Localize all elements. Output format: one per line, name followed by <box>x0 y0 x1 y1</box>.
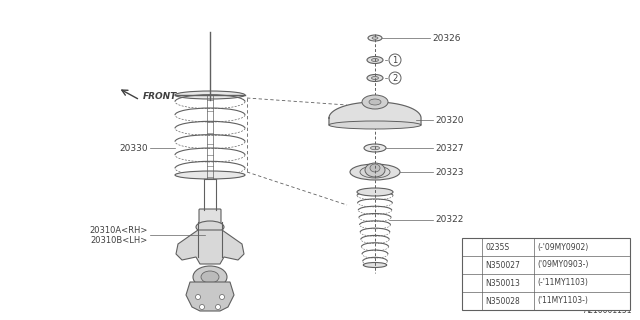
Ellipse shape <box>175 171 245 179</box>
Ellipse shape <box>360 166 390 178</box>
Text: 2: 2 <box>392 74 397 83</box>
Circle shape <box>389 72 401 84</box>
Text: (-'09MY0902): (-'09MY0902) <box>537 243 588 252</box>
Text: 2: 2 <box>470 287 474 297</box>
Text: N350013: N350013 <box>485 278 520 287</box>
Ellipse shape <box>371 59 378 61</box>
Text: 20310A<RH>: 20310A<RH> <box>90 226 148 235</box>
Text: ('11MY1103-): ('11MY1103-) <box>537 297 588 306</box>
Ellipse shape <box>372 37 378 39</box>
Ellipse shape <box>175 91 245 99</box>
Circle shape <box>195 294 200 300</box>
Circle shape <box>389 54 401 66</box>
Ellipse shape <box>201 271 219 283</box>
Text: 20327: 20327 <box>435 143 463 153</box>
Text: 20320: 20320 <box>435 116 463 124</box>
Polygon shape <box>186 282 234 311</box>
Text: N350028: N350028 <box>485 297 520 306</box>
Text: 0235S: 0235S <box>485 243 509 252</box>
Ellipse shape <box>369 99 381 105</box>
Circle shape <box>467 286 477 298</box>
Text: 1: 1 <box>392 55 397 65</box>
Polygon shape <box>176 230 244 264</box>
Ellipse shape <box>357 188 393 196</box>
Ellipse shape <box>368 35 382 41</box>
Text: ('09MY0903-): ('09MY0903-) <box>537 260 588 269</box>
Bar <box>462 238 630 310</box>
Text: (-'11MY1103): (-'11MY1103) <box>537 278 588 287</box>
Text: 20322: 20322 <box>435 215 463 224</box>
Text: 1: 1 <box>470 252 474 260</box>
Circle shape <box>200 305 205 309</box>
Ellipse shape <box>196 221 224 233</box>
Ellipse shape <box>371 146 380 150</box>
Ellipse shape <box>329 121 421 129</box>
Polygon shape <box>329 102 421 125</box>
Ellipse shape <box>364 144 386 152</box>
Text: A210001151: A210001151 <box>584 306 632 315</box>
Ellipse shape <box>367 57 383 63</box>
Ellipse shape <box>193 266 227 288</box>
Ellipse shape <box>350 164 400 180</box>
Circle shape <box>467 251 477 261</box>
Circle shape <box>216 305 221 309</box>
Text: 20326: 20326 <box>432 34 461 43</box>
Ellipse shape <box>371 76 378 79</box>
Ellipse shape <box>362 95 388 109</box>
Ellipse shape <box>364 262 387 268</box>
Ellipse shape <box>370 164 380 172</box>
Circle shape <box>220 294 225 300</box>
Ellipse shape <box>365 163 385 177</box>
Text: N350027: N350027 <box>485 260 520 269</box>
Ellipse shape <box>367 75 383 82</box>
Text: 20323: 20323 <box>435 167 463 177</box>
Text: 20310B<LH>: 20310B<LH> <box>91 236 148 244</box>
Text: FRONT: FRONT <box>143 92 177 100</box>
Text: 20330: 20330 <box>120 143 148 153</box>
FancyBboxPatch shape <box>199 209 221 226</box>
